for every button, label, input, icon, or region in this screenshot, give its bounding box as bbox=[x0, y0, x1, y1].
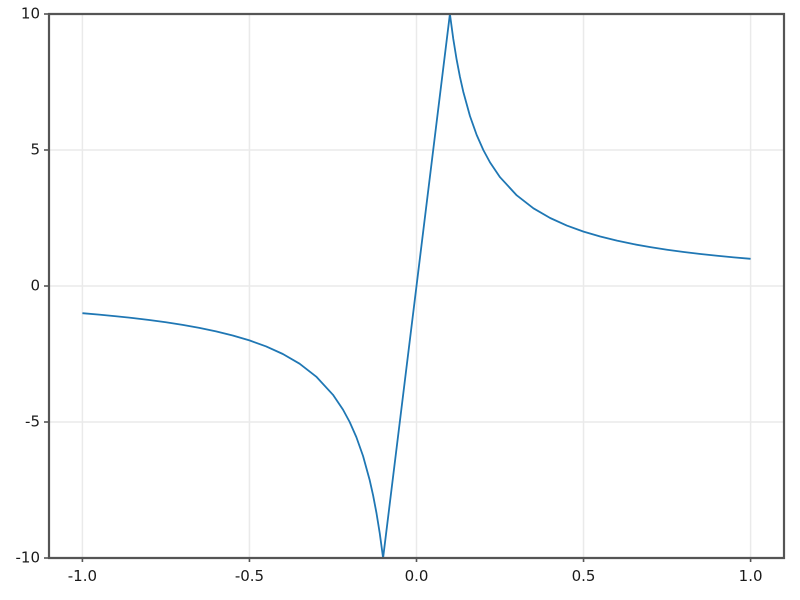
x-axis-tick-label: -0.5 bbox=[235, 567, 264, 585]
x-axis-tick-label: 0.5 bbox=[572, 567, 596, 585]
tick-marks bbox=[44, 13, 752, 562]
x-axis-tick-label: 0.0 bbox=[405, 567, 429, 585]
y-axis-tick-label: 5 bbox=[30, 141, 40, 159]
x-axis-tick-label: 1.0 bbox=[739, 567, 763, 585]
y-axis-tick-label: -5 bbox=[25, 413, 40, 431]
data-line-1-x bbox=[82, 14, 751, 558]
y-axis-tick-label: 0 bbox=[30, 277, 40, 295]
y-axis-tick-label: -10 bbox=[16, 549, 41, 567]
x-axis-tick-label: -1.0 bbox=[68, 567, 97, 585]
tick-labels: -1.0 -0.5 0.0 0.5 1.0 -10 -5 0 5 10 bbox=[16, 5, 763, 586]
data-series-group bbox=[82, 14, 751, 558]
y-axis-tick-label: 10 bbox=[21, 5, 40, 23]
